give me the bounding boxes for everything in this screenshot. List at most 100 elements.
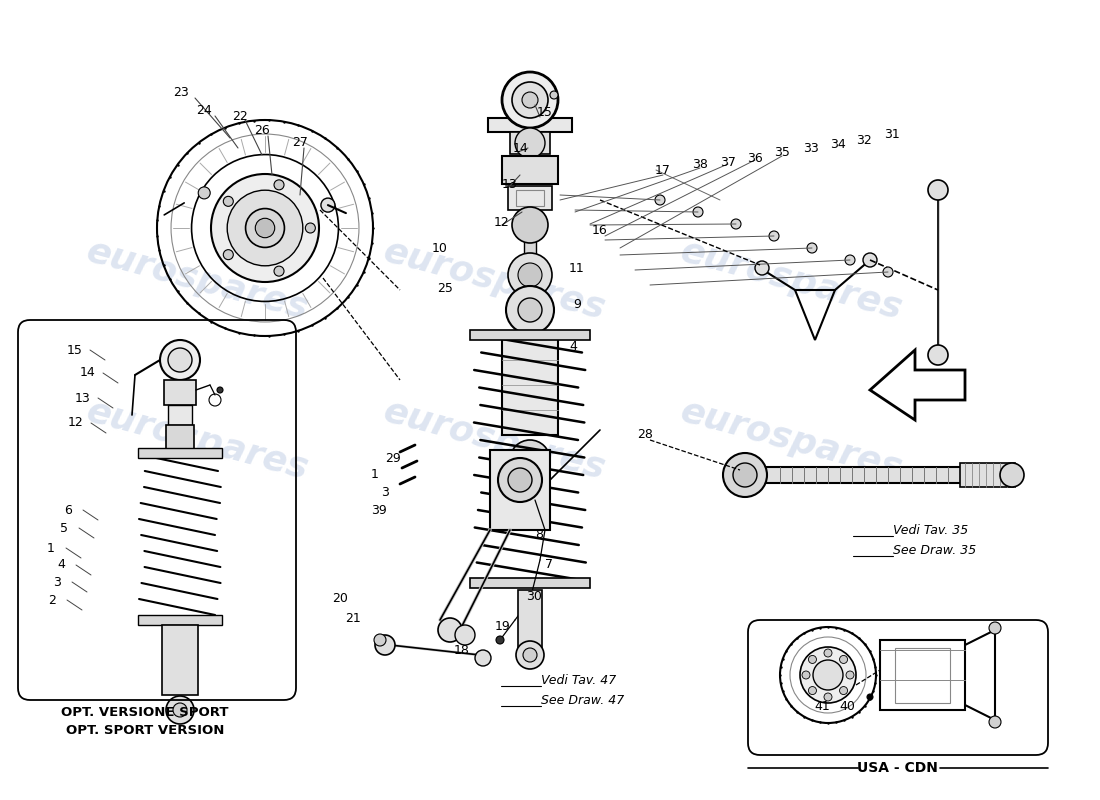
Bar	[470, 330, 590, 340]
Circle shape	[802, 671, 810, 679]
Text: 8: 8	[535, 529, 543, 542]
Text: 12: 12	[68, 417, 84, 430]
Circle shape	[1000, 463, 1024, 487]
Text: See Draw. 35: See Draw. 35	[893, 543, 977, 557]
Circle shape	[522, 92, 538, 108]
Text: eurospares: eurospares	[84, 234, 312, 326]
Text: 26: 26	[254, 125, 270, 138]
Circle shape	[438, 618, 462, 642]
Circle shape	[223, 196, 233, 206]
Text: 13: 13	[502, 178, 518, 191]
Bar	[960, 463, 1015, 487]
Circle shape	[839, 655, 848, 663]
Text: 12: 12	[494, 215, 510, 229]
Text: 16: 16	[592, 223, 608, 237]
Text: 14: 14	[80, 366, 96, 379]
Bar	[508, 186, 552, 210]
Bar	[164, 380, 196, 405]
Circle shape	[374, 634, 386, 646]
Text: 4: 4	[569, 339, 576, 353]
Text: 41: 41	[814, 699, 829, 713]
Text: 34: 34	[830, 138, 846, 150]
Circle shape	[508, 468, 532, 492]
Text: 37: 37	[720, 155, 736, 169]
Text: 35: 35	[774, 146, 790, 159]
Circle shape	[512, 82, 548, 118]
Circle shape	[846, 671, 854, 679]
Text: 33: 33	[803, 142, 818, 154]
Text: See Draw. 47: See Draw. 47	[541, 694, 625, 706]
Circle shape	[518, 263, 542, 287]
Circle shape	[518, 298, 542, 322]
Text: 11: 11	[569, 262, 585, 274]
Text: 21: 21	[345, 611, 361, 625]
Text: 18: 18	[454, 643, 470, 657]
Text: 7: 7	[544, 558, 553, 571]
Bar	[895, 648, 950, 703]
Circle shape	[498, 458, 542, 502]
Circle shape	[845, 255, 855, 265]
Text: eurospares: eurospares	[678, 234, 906, 326]
Text: 23: 23	[173, 86, 189, 99]
Text: 30: 30	[526, 590, 542, 602]
Text: 17: 17	[656, 163, 671, 177]
Circle shape	[755, 261, 769, 275]
Circle shape	[824, 693, 832, 701]
Circle shape	[245, 209, 285, 247]
Circle shape	[989, 622, 1001, 634]
Circle shape	[693, 207, 703, 217]
Text: Vedi Tav. 47: Vedi Tav. 47	[541, 674, 616, 686]
Text: OPT. VERSIONE SPORT: OPT. VERSIONE SPORT	[62, 706, 229, 718]
Bar	[138, 448, 222, 458]
Text: 3: 3	[53, 575, 60, 589]
Text: 27: 27	[293, 137, 308, 150]
Circle shape	[173, 703, 187, 717]
Text: 20: 20	[332, 591, 348, 605]
Circle shape	[306, 223, 316, 233]
Text: 4: 4	[57, 558, 65, 571]
Bar	[516, 190, 544, 206]
Circle shape	[506, 286, 554, 334]
Circle shape	[198, 187, 210, 199]
Text: eurospares: eurospares	[678, 394, 906, 486]
Bar	[168, 405, 192, 425]
Text: 24: 24	[196, 105, 212, 118]
Text: Vedi Tav. 35: Vedi Tav. 35	[893, 523, 968, 537]
Circle shape	[223, 250, 233, 260]
Circle shape	[807, 243, 817, 253]
Circle shape	[502, 72, 558, 128]
Bar	[502, 156, 558, 184]
Circle shape	[168, 348, 192, 372]
Bar	[524, 210, 536, 295]
Circle shape	[160, 340, 200, 380]
Circle shape	[455, 625, 475, 645]
Text: OPT. SPORT VERSION: OPT. SPORT VERSION	[66, 723, 224, 737]
Bar	[488, 118, 572, 132]
Circle shape	[928, 180, 948, 200]
Bar	[470, 578, 590, 588]
Circle shape	[255, 218, 275, 238]
Circle shape	[211, 174, 319, 282]
Text: 29: 29	[385, 451, 400, 465]
Circle shape	[824, 649, 832, 657]
Text: 1: 1	[47, 542, 55, 554]
Text: 31: 31	[884, 129, 900, 142]
Text: 10: 10	[432, 242, 448, 254]
Circle shape	[723, 453, 767, 497]
Bar	[490, 450, 550, 530]
Circle shape	[864, 253, 877, 267]
Circle shape	[166, 696, 194, 724]
Circle shape	[496, 636, 504, 644]
Text: USA - CDN: USA - CDN	[857, 761, 937, 775]
Text: eurospares: eurospares	[381, 394, 609, 486]
Text: 32: 32	[856, 134, 872, 146]
Bar	[518, 590, 542, 650]
Text: eurospares: eurospares	[84, 394, 312, 486]
Text: 14: 14	[513, 142, 529, 154]
Circle shape	[654, 195, 666, 205]
Circle shape	[883, 267, 893, 277]
Bar	[880, 640, 965, 710]
Circle shape	[928, 345, 948, 365]
Text: 13: 13	[75, 391, 91, 405]
Text: 19: 19	[495, 619, 510, 633]
